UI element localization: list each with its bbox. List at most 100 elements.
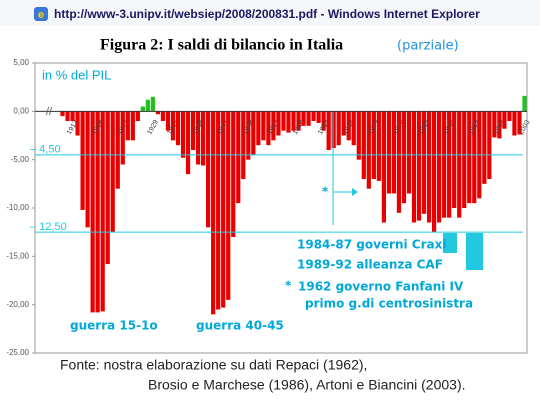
title-bar	[0, 0, 540, 26]
unit-label: in % del PIL	[42, 67, 111, 82]
bar	[256, 111, 261, 146]
chart-subtitle: (parziale)	[397, 39, 459, 54]
bar	[472, 111, 477, 204]
bar	[150, 96, 156, 112]
bar	[326, 111, 331, 150]
bar	[281, 111, 286, 131]
bar	[286, 111, 291, 133]
bar	[221, 111, 226, 308]
bar	[190, 111, 196, 150]
bar	[145, 99, 150, 112]
annotation: 1962 governo Fanfani IV	[298, 280, 464, 294]
bar	[381, 111, 386, 223]
source-line: Brosio e Marchese (1986), Artoni e Bianc…	[148, 377, 466, 393]
bar	[346, 111, 351, 141]
bar	[401, 111, 407, 204]
bar	[296, 111, 301, 131]
y-tick-label: -10,00	[6, 203, 29, 212]
bar	[231, 111, 236, 237]
bar	[206, 111, 211, 228]
reference-label: – 4,50	[30, 144, 61, 156]
annotation: *	[322, 185, 329, 199]
plot: 5,000,00-5,00-10,00-15,00-20,00-25,00191…	[6, 58, 531, 357]
bar	[437, 111, 442, 223]
annotation: guerra 15-1o	[70, 319, 158, 333]
bar	[361, 111, 366, 179]
bar	[271, 111, 276, 141]
bar	[351, 111, 356, 146]
bar	[75, 111, 80, 136]
bar	[216, 111, 221, 310]
bar	[517, 111, 522, 135]
bar	[90, 111, 95, 313]
highlight-caf	[466, 233, 483, 270]
bar	[487, 111, 492, 179]
bar	[321, 111, 326, 131]
bar	[522, 95, 527, 112]
bar	[507, 111, 512, 121]
highlight-craxi	[443, 233, 457, 253]
ie-icon	[34, 7, 48, 21]
bar	[195, 111, 201, 165]
bar	[105, 111, 110, 265]
bar	[120, 111, 125, 165]
annotation: guerra 40-45	[196, 319, 284, 333]
bar	[226, 111, 231, 300]
bar	[165, 111, 171, 131]
window-title: http://www-3.unipv.it/websiep/2008/20083…	[54, 7, 480, 21]
bar	[457, 111, 462, 218]
bar	[60, 111, 65, 117]
bar	[110, 111, 115, 233]
bar	[386, 111, 392, 194]
x-tick-label: 1929	[146, 119, 160, 136]
bar	[452, 111, 457, 208]
bar	[331, 111, 336, 149]
bar	[502, 111, 507, 129]
bar	[155, 111, 161, 115]
y-tick-label: -5,00	[11, 155, 30, 164]
bar	[341, 111, 346, 136]
bar	[492, 111, 497, 138]
bar	[371, 111, 376, 179]
bar	[497, 111, 502, 139]
bar	[160, 111, 166, 121]
bar	[447, 111, 452, 218]
bar	[416, 111, 422, 221]
bar	[246, 111, 251, 160]
bar	[442, 111, 447, 218]
bar	[65, 111, 70, 121]
bar	[130, 111, 135, 141]
bar	[70, 111, 75, 121]
bar	[306, 111, 311, 126]
bar	[175, 111, 181, 146]
axis-break: //	[46, 106, 53, 118]
bar	[201, 111, 206, 166]
source-line: Fonte: nostra elaborazione su dati Repac…	[60, 357, 367, 373]
bar	[85, 111, 90, 228]
bar	[115, 111, 120, 189]
bar	[125, 111, 130, 141]
bar	[180, 111, 186, 158]
bar	[376, 111, 381, 181]
bar	[462, 111, 467, 208]
bar	[391, 111, 397, 194]
y-tick-label: -20,00	[6, 300, 29, 309]
bar	[512, 111, 517, 136]
bar	[251, 111, 256, 155]
bar	[266, 111, 271, 146]
y-tick-label: 5,00	[13, 58, 29, 67]
bar	[406, 111, 412, 194]
bar	[236, 111, 241, 204]
bar	[276, 111, 281, 136]
y-tick-label: 0,00	[13, 106, 29, 115]
arrow-head	[352, 188, 358, 196]
bar	[80, 111, 85, 210]
chart-title: Figura 2: I saldi di bilancio in Italia	[100, 37, 343, 54]
bar	[467, 111, 472, 204]
bar	[426, 111, 432, 223]
bar	[356, 111, 361, 160]
bar	[336, 111, 341, 146]
bar	[316, 111, 321, 123]
y-tick-label: -15,00	[6, 251, 29, 260]
bar	[100, 111, 105, 312]
